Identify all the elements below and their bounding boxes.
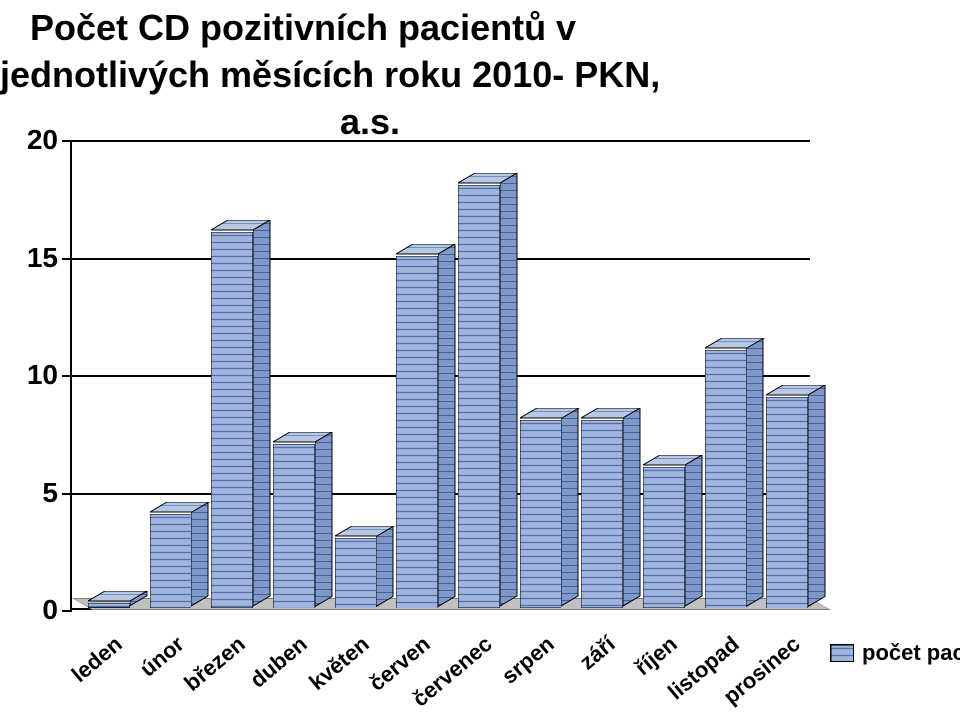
y-axis-label: 20	[27, 124, 58, 156]
bar-top	[581, 408, 642, 420]
bar-side	[315, 432, 334, 609]
bar-front	[705, 350, 747, 609]
y-axis-label: 15	[27, 242, 58, 274]
bar-front	[273, 444, 315, 609]
bar	[581, 410, 623, 608]
bar-side	[746, 338, 765, 609]
chart-title: Počet CD pozitivních pacientů v jednotli…	[30, 5, 730, 145]
bar	[150, 504, 192, 608]
bar-front	[150, 514, 192, 608]
bar-side	[191, 502, 210, 608]
bar	[211, 222, 253, 608]
bar-front	[211, 232, 253, 608]
bar	[458, 175, 500, 608]
y-tick	[62, 140, 72, 142]
bar-front	[520, 420, 562, 608]
bar-side	[438, 244, 457, 609]
y-axis-label: 5	[42, 477, 58, 509]
bar-top	[643, 455, 704, 467]
bar-side	[561, 408, 580, 608]
bar-side	[685, 455, 704, 608]
bar	[520, 410, 562, 608]
bar-side	[623, 408, 642, 608]
y-tick	[62, 493, 72, 495]
bar-front	[335, 538, 377, 609]
bar-front	[396, 256, 438, 609]
bar	[766, 387, 808, 609]
bar	[396, 246, 438, 609]
bar-top	[705, 338, 766, 350]
y-tick	[62, 258, 72, 260]
bar	[335, 528, 377, 609]
bar-side	[500, 173, 519, 608]
bar-top	[396, 244, 457, 256]
bar-top	[335, 526, 396, 538]
bar-top	[273, 432, 334, 444]
bar-front	[88, 603, 130, 608]
y-tick	[62, 610, 72, 612]
bar-top	[520, 408, 581, 420]
bar-side	[808, 385, 827, 609]
bar-top	[88, 591, 149, 603]
bar-side	[253, 220, 272, 608]
bar	[273, 434, 315, 609]
bar-front	[581, 420, 623, 608]
bar-front	[766, 397, 808, 609]
y-axis-label: 10	[27, 359, 58, 391]
gridline	[72, 140, 810, 142]
bar-top	[211, 220, 272, 232]
bar-side	[376, 526, 395, 609]
chart-container: Počet CD pozitivních pacientů v jednotli…	[0, 0, 960, 710]
bar-front	[458, 185, 500, 608]
bar	[88, 593, 130, 608]
legend-swatch	[830, 644, 854, 662]
legend: počet pacientů	[830, 640, 960, 666]
title-line-1: Počet CD pozitivních pacientů v	[30, 7, 576, 48]
bar	[643, 457, 685, 608]
title-line-2: jednotlivých měsících roku 2010- PKN,	[0, 52, 660, 99]
y-axis-label: 0	[42, 594, 58, 626]
bar-top	[458, 173, 519, 185]
bar	[705, 340, 747, 609]
plot-area: 05101520ledenúnorbřezendubenkvětenčerven…	[70, 140, 810, 610]
bar-top	[766, 385, 827, 397]
legend-label: počet pacientů	[862, 640, 960, 666]
bar-front	[643, 467, 685, 608]
bar-top	[150, 502, 211, 514]
y-tick	[62, 375, 72, 377]
title-line-3: a.s.	[30, 99, 710, 146]
